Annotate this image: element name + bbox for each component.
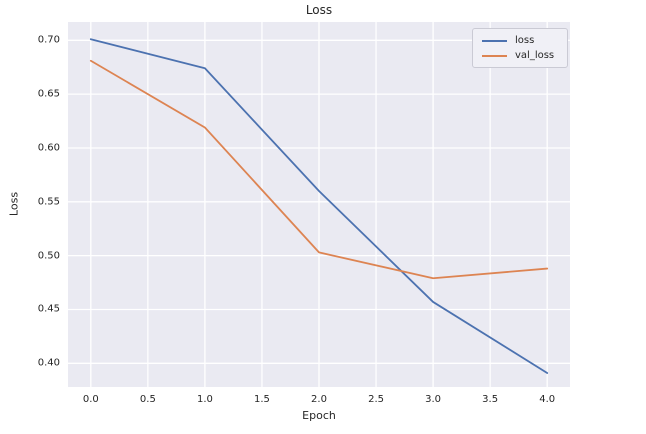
- legend-swatch-loss: [482, 39, 507, 42]
- legend-label: loss: [515, 35, 535, 46]
- legend-swatch-val_loss: [482, 54, 507, 57]
- x-tick-label: 3.0: [425, 394, 442, 405]
- legend-item-loss: loss: [482, 33, 559, 48]
- x-tick-label: 3.5: [482, 394, 499, 405]
- plot-area: loss val_loss: [68, 22, 570, 387]
- series-line-loss: [89, 38, 549, 374]
- x-tick-label: 1.0: [196, 394, 213, 405]
- y-tick-label: 0.70: [37, 34, 60, 46]
- legend-item-val_loss: val_loss: [482, 48, 559, 63]
- y-tick-label: 0.60: [37, 142, 60, 154]
- x-axis-label: Epoch: [302, 409, 336, 422]
- legend: loss val_loss: [472, 28, 568, 68]
- x-tick-label: 2.5: [368, 394, 384, 405]
- x-tick-label: 4.0: [539, 394, 556, 405]
- x-tick-label: 1.5: [254, 394, 270, 405]
- x-tick-label: 0.0: [82, 394, 99, 405]
- y-tick-label: 0.45: [37, 303, 60, 315]
- series-line-val_loss: [89, 59, 549, 280]
- y-tick-label: 0.40: [37, 357, 60, 369]
- x-tick-label: 0.5: [139, 394, 156, 405]
- plot-canvas: [68, 22, 570, 387]
- y-tick-label: 0.50: [37, 250, 60, 262]
- y-tick-label: 0.65: [37, 88, 60, 100]
- legend-label: val_loss: [515, 50, 555, 61]
- chart-title: Loss: [305, 3, 333, 17]
- y-tick-label: 0.55: [37, 196, 60, 208]
- x-tick-label: 2.0: [311, 394, 327, 405]
